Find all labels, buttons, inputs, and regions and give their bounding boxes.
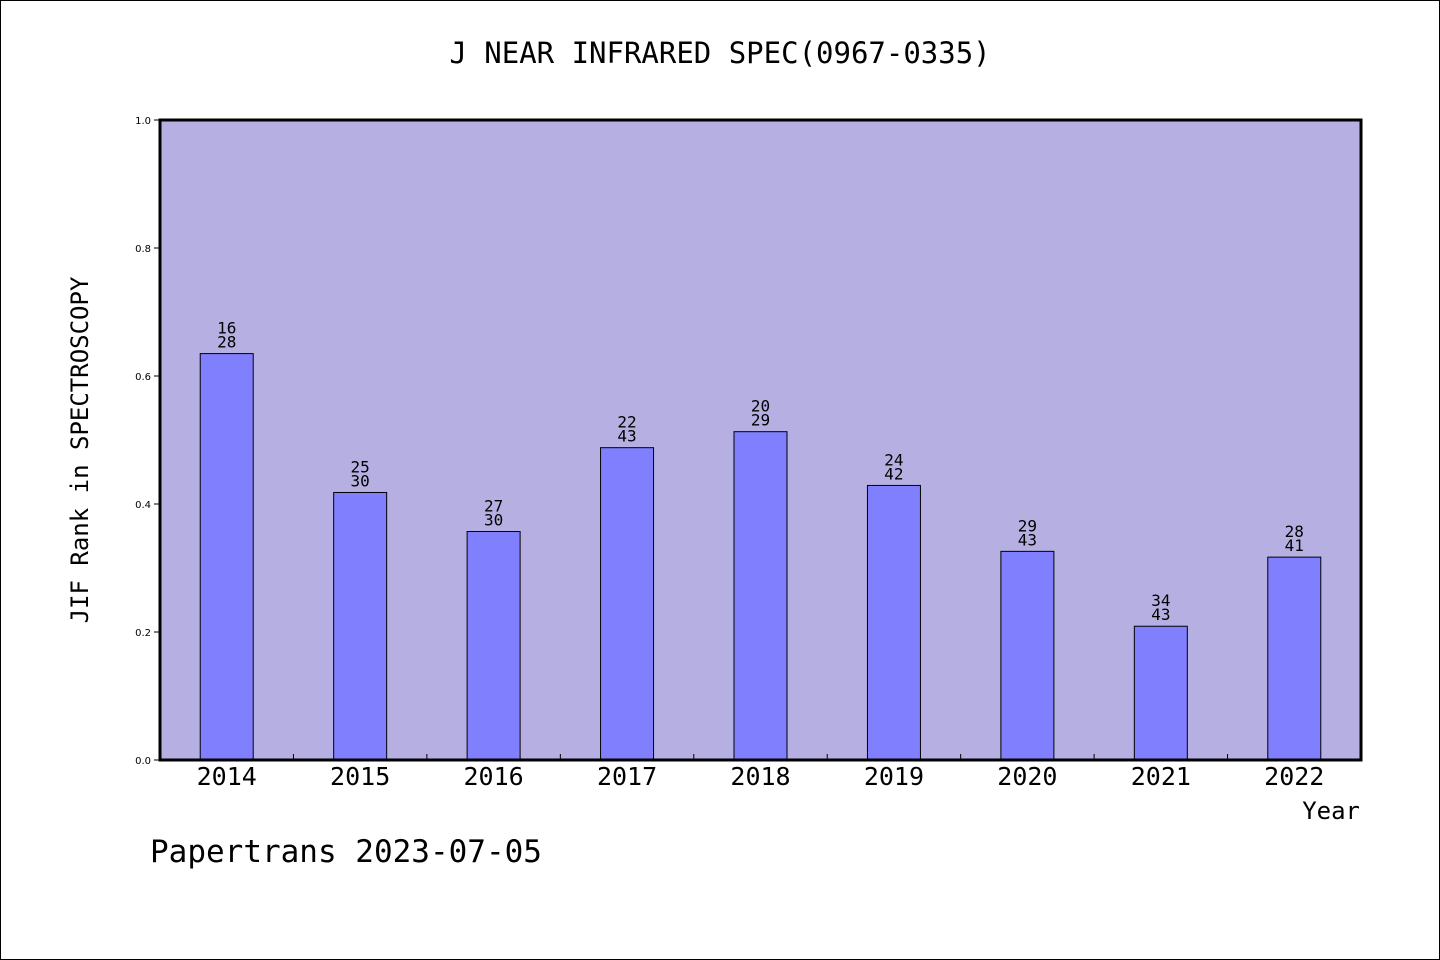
bar-2016	[466, 531, 521, 761]
plot-border	[158, 118, 1363, 762]
bar-rank-label: 20	[751, 397, 770, 416]
bar-total-label: 28	[217, 333, 236, 352]
bar-total-label: 29	[751, 411, 770, 430]
y-tick-label: 0.6	[135, 372, 151, 383]
bar-total-label: 43	[1151, 605, 1170, 624]
bar-total-label: 30	[351, 471, 370, 490]
bar-total-label: 42	[884, 464, 903, 483]
bar-total-label: 43	[617, 427, 636, 446]
footer-note: Papertrans 2023-07-05	[150, 834, 542, 870]
bar-total-label: 30	[484, 511, 503, 530]
y-tick-label: 0.2	[135, 628, 151, 639]
bar-2021	[1133, 625, 1188, 761]
bar-rank-label: 25	[351, 457, 370, 476]
bar-2017	[600, 447, 655, 761]
x-tick-label: 2021	[1131, 762, 1191, 791]
bar-total-label: 43	[1018, 530, 1037, 549]
x-axis: 2014 2015 2016 2017 2018 2019 2020 2021 2022	[197, 754, 1324, 791]
y-tick-label: 0.4	[135, 500, 151, 511]
x-tick-label: 2020	[997, 762, 1057, 791]
x-tick-label: 2015	[330, 762, 390, 791]
y-tick-label: 0.8	[135, 244, 151, 255]
bar-rank-label: 24	[884, 450, 903, 469]
bar-rank-label: 29	[1018, 516, 1037, 535]
chart-title: J NEAR INFRARED SPEC(0967-0335)	[449, 36, 991, 70]
bar-rank-label: 28	[1285, 522, 1304, 541]
y-axis: 0.0 0.2 0.4 0.6 0.8 1.0	[135, 116, 160, 767]
bar-2020	[1000, 550, 1055, 761]
y-tick-label: 0.0	[135, 756, 151, 767]
bar-rank-label: 16	[217, 319, 236, 338]
x-axis-label: Year	[1302, 797, 1360, 825]
bar-rank-label: 34	[1151, 591, 1170, 610]
bar-2019	[866, 484, 921, 761]
x-tick-label: 2014	[197, 762, 257, 791]
x-tick-label: 2018	[730, 762, 790, 791]
x-tick-label: 2017	[597, 762, 657, 791]
bar-2015	[333, 491, 388, 761]
y-tick-label: 1.0	[135, 116, 151, 127]
bar-rank-label: 22	[617, 413, 636, 432]
x-tick-label: 2016	[464, 762, 524, 791]
bar-total-label: 41	[1285, 536, 1304, 555]
x-tick-label: 2022	[1264, 762, 1324, 791]
x-tick-label: 2019	[864, 762, 924, 791]
bar-rank-label: 27	[484, 497, 503, 516]
bar-2022	[1267, 556, 1322, 761]
bar-2014	[199, 353, 254, 761]
bar-2018	[733, 431, 788, 761]
